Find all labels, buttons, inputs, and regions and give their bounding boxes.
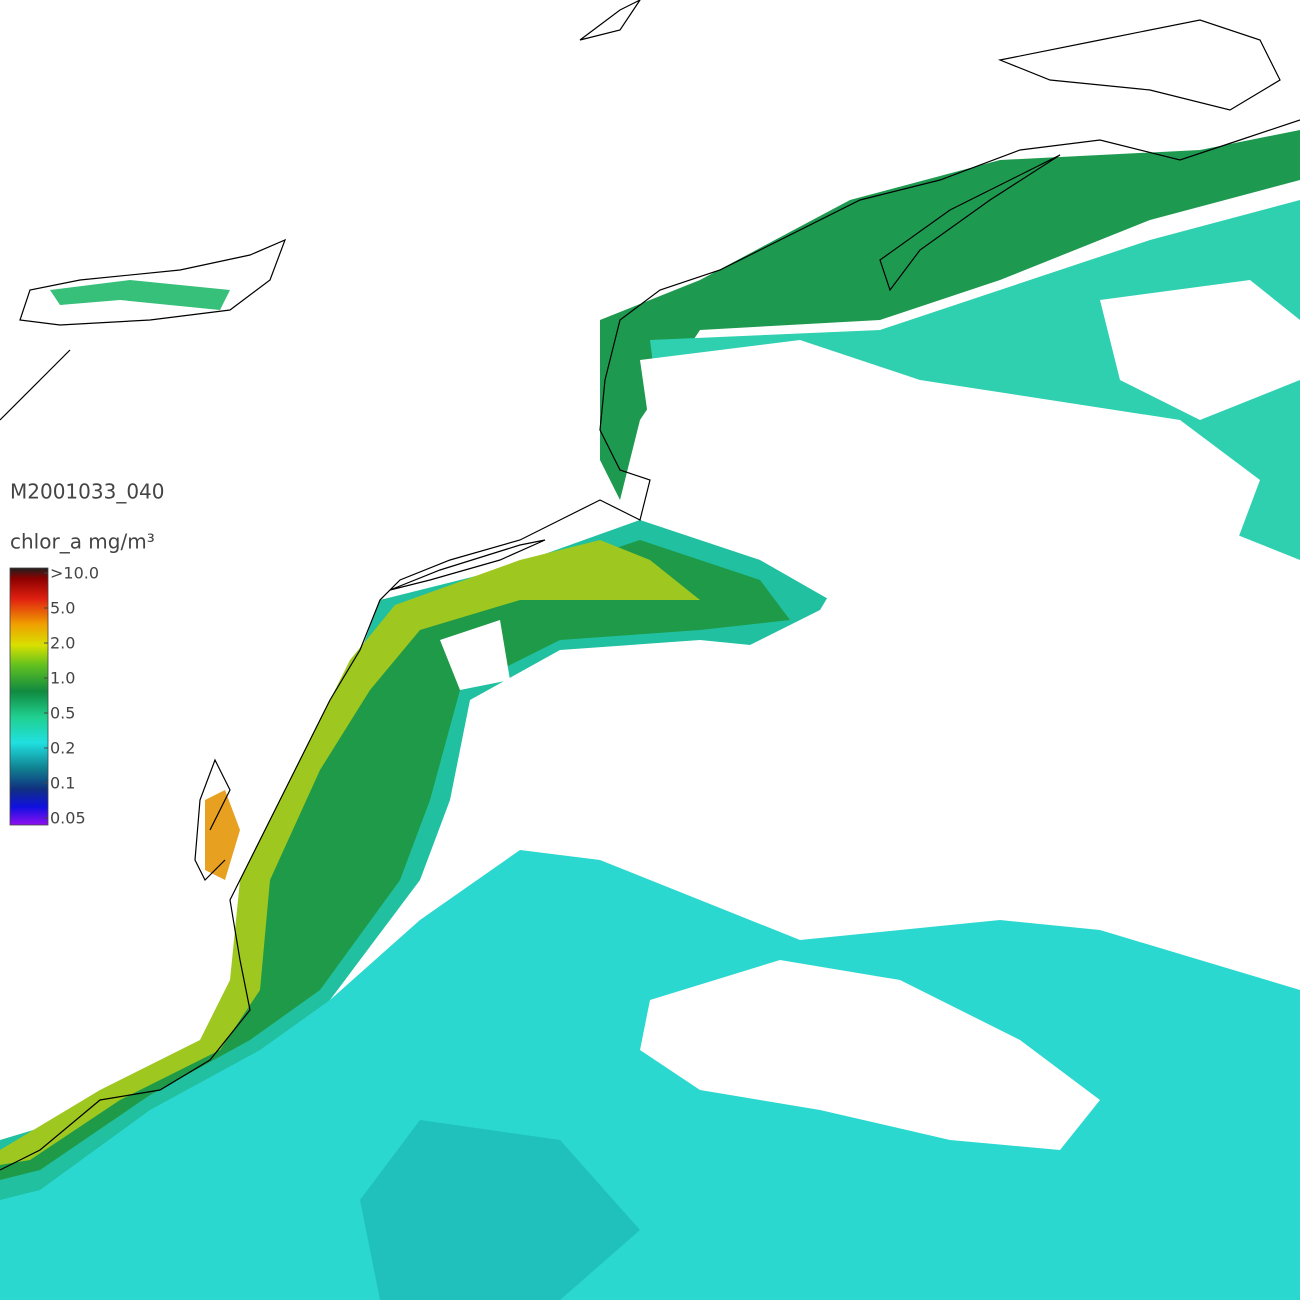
legend-label: chlor_a mg/m³ [10,530,155,554]
legend-tick-label: 0.2 [50,739,75,758]
image-id: M2001033_040 [10,480,165,504]
legend-tick-label: 5.0 [50,599,75,618]
legend-tick-label: 2.0 [50,634,75,653]
ocean-data [0,130,1300,1300]
coastlines [0,0,1300,1171]
legend-tick-label: >10.0 [50,564,99,583]
clouds [440,280,1300,1150]
legend-tick-label: 1.0 [50,669,75,688]
legend-tick-label: 0.05 [50,809,86,828]
legend-tick-label: 0.1 [50,774,75,793]
color-bar [9,567,49,826]
legend-tick-label: 0.5 [50,704,75,723]
